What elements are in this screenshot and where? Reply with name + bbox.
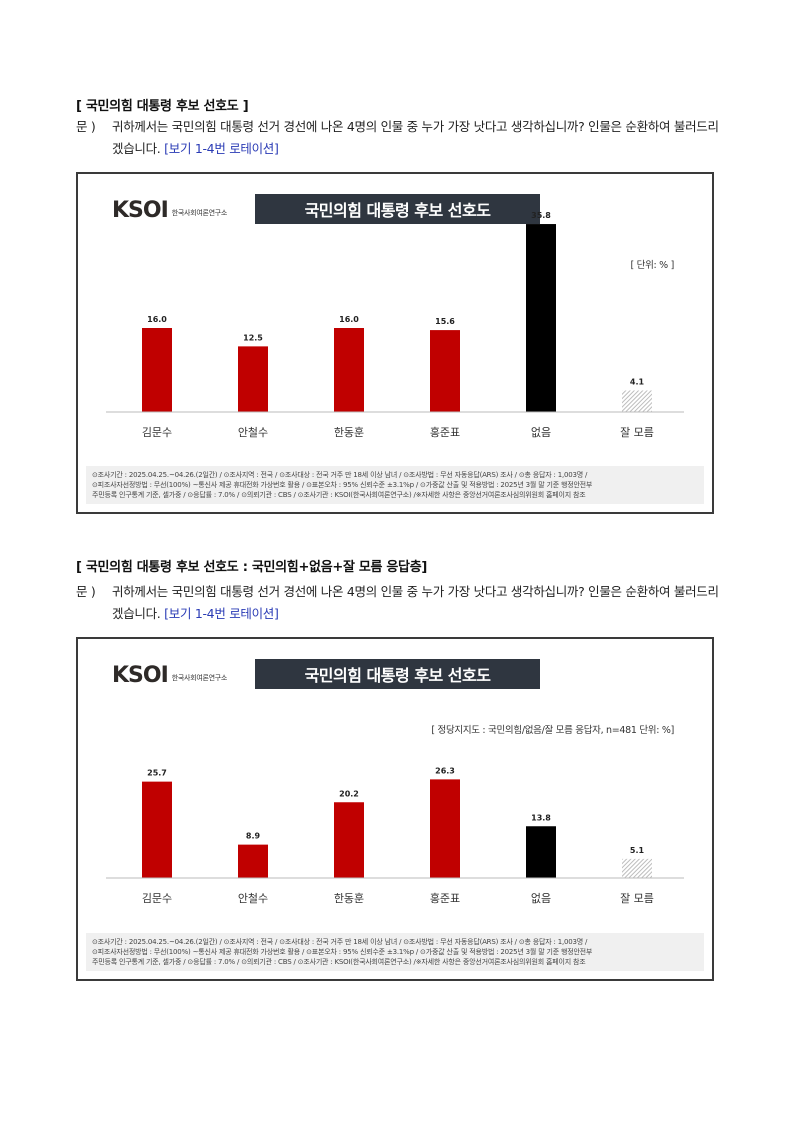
chart-frame-1: KSOI 한국사회여론연구소 국민의힘 대통령 후보 선호도 [ 단위: % ]… bbox=[76, 172, 714, 514]
bar-0 bbox=[142, 781, 172, 878]
category-label: 한동훈 bbox=[334, 892, 364, 905]
ksoi-logo: KSOI 한국사회여론연구소 bbox=[112, 198, 227, 223]
data-label: 4.1 bbox=[630, 377, 645, 386]
category-label: 안철수 bbox=[238, 892, 268, 905]
question-label: 문 ) bbox=[76, 584, 96, 599]
bar-2 bbox=[334, 328, 364, 412]
unit-note: [ 정당지지도 : 국민의힘/없음/잘 모름 응답자, n=481 단위: %] bbox=[431, 725, 674, 736]
section-1-question: 문 ) 귀하께서는 국민의힘 대통령 선거 경선에 나온 4명의 인물 중 누가… bbox=[76, 116, 726, 160]
logo-org-name: 한국사회여론연구소 bbox=[171, 208, 228, 217]
question-body: 귀하께서는 국민의힘 대통령 선거 경선에 나온 4명의 인물 중 누가 가장 … bbox=[112, 581, 726, 625]
section-2-heading: [ 국민의힘 대통령 후보 선호도 : 국민의힘+없음+잘 모름 응답층] bbox=[76, 560, 428, 575]
bar-4 bbox=[526, 826, 556, 878]
logo-org-name: 한국사회여론연구소 bbox=[171, 673, 228, 682]
question-note: [보기 1-4번 로테이션] bbox=[164, 606, 279, 621]
data-label: 26.3 bbox=[435, 766, 455, 775]
bar-0 bbox=[142, 328, 172, 412]
footnote-line: 주민등록 인구통계 기준, 셀가중 / ⊙응답률 : 7.0% / ⊙의뢰기관 … bbox=[92, 958, 586, 966]
category-label: 홍준표 bbox=[430, 891, 460, 905]
chart-frame-2: KSOI 한국사회여론연구소 국민의힘 대통령 후보 선호도 [ 정당지지도 :… bbox=[76, 637, 714, 981]
footnote-line: ⊙조사기간 : 2025.04.25.~04.26.(2일간) / ⊙조사지역 … bbox=[92, 471, 588, 479]
data-label: 16.0 bbox=[147, 315, 167, 324]
data-label: 16.0 bbox=[339, 315, 359, 324]
section-2-question: 문 ) 귀하께서는 국민의힘 대통령 선거 경선에 나온 4명의 인물 중 누가… bbox=[76, 581, 726, 625]
footnote-line: ⊙피조사자선정방법 : 무선(100%) ~통신사 제공 휴대전화 가상번호 활… bbox=[92, 948, 593, 956]
data-label: 8.9 bbox=[246, 832, 261, 841]
logo-mark: KSOI bbox=[112, 198, 169, 223]
data-label: 15.6 bbox=[435, 317, 455, 326]
question-label: 문 ) bbox=[76, 119, 96, 134]
survey-footnote: ⊙조사기간 : 2025.04.25.~04.26.(2일간) / ⊙조사지역 … bbox=[86, 933, 704, 971]
question-text: 귀하께서는 국민의힘 대통령 선거 경선에 나온 4명의 인물 중 누가 가장 … bbox=[112, 584, 719, 621]
category-label: 김문수 bbox=[142, 892, 172, 905]
ksoi-logo: KSOI 한국사회여론연구소 bbox=[112, 663, 227, 688]
bar-2 bbox=[334, 802, 364, 878]
category-label: 잘 모름 bbox=[620, 892, 654, 905]
bar-4 bbox=[526, 224, 556, 412]
category-label: 안철수 bbox=[238, 426, 268, 439]
data-label: 20.2 bbox=[339, 789, 359, 798]
logo-text: KSOI bbox=[112, 198, 169, 223]
data-label: 13.8 bbox=[531, 813, 551, 822]
bar-3 bbox=[430, 330, 460, 412]
question-note: [보기 1-4번 로테이션] bbox=[164, 141, 279, 156]
bar-chart-2: 25.7 김문수 8.9 안철수 20.2 한동훈 26.3 홍준표 13.8 없음 5.1 잘 모름 bbox=[106, 766, 684, 905]
category-label: 없음 bbox=[531, 892, 551, 905]
logo-mark: KSOI bbox=[112, 663, 169, 688]
bar-5 bbox=[622, 858, 652, 878]
category-label: 홍준표 bbox=[430, 425, 460, 439]
category-label: 잘 모름 bbox=[620, 426, 654, 439]
bar-1 bbox=[238, 346, 268, 412]
section-1-heading: [ 국민의힘 대통령 후보 선호도 ] bbox=[76, 99, 249, 114]
data-label: 5.1 bbox=[630, 846, 645, 855]
survey-footnote: ⊙조사기간 : 2025.04.25.~04.26.(2일간) / ⊙조사지역 … bbox=[86, 466, 704, 504]
bar-5 bbox=[622, 390, 652, 412]
footnote-line: ⊙조사기간 : 2025.04.25.~04.26.(2일간) / ⊙조사지역 … bbox=[92, 938, 588, 946]
bar-chart-1: 16.0 김문수 12.5 안철수 16.0 한동훈 15.6 홍준표 35.8 없음 4.1 잘 모… bbox=[106, 211, 684, 439]
question-body: 귀하께서는 국민의힘 대통령 선거 경선에 나온 4명의 인물 중 누가 가장 … bbox=[112, 116, 726, 160]
category-label: 김문수 bbox=[142, 426, 172, 439]
footnote-line: 주민등록 인구통계 기준, 셀가중 / ⊙응답률 : 7.0% / ⊙의뢰기관 … bbox=[92, 491, 586, 499]
unit-note: [ 단위: % ] bbox=[630, 260, 675, 271]
data-label: 25.7 bbox=[147, 769, 167, 778]
logo-text: KSOI bbox=[112, 663, 169, 688]
bar-1 bbox=[238, 844, 268, 878]
question-text: 귀하께서는 국민의힘 대통령 선거 경선에 나온 4명의 인물 중 누가 가장 … bbox=[112, 119, 719, 156]
chart-title: 국민의힘 대통령 후보 선호도 bbox=[255, 659, 540, 689]
category-label: 한동훈 bbox=[334, 426, 364, 439]
category-label: 없음 bbox=[531, 426, 551, 439]
bar-3 bbox=[430, 779, 460, 878]
footnote-line: ⊙피조사자선정방법 : 무선(100%) ~통신사 제공 휴대전화 가상번호 활… bbox=[92, 481, 593, 489]
data-label: 35.8 bbox=[531, 211, 551, 220]
data-label: 12.5 bbox=[243, 333, 263, 342]
chart-title: 국민의힘 대통령 후보 선호도 bbox=[255, 194, 540, 224]
